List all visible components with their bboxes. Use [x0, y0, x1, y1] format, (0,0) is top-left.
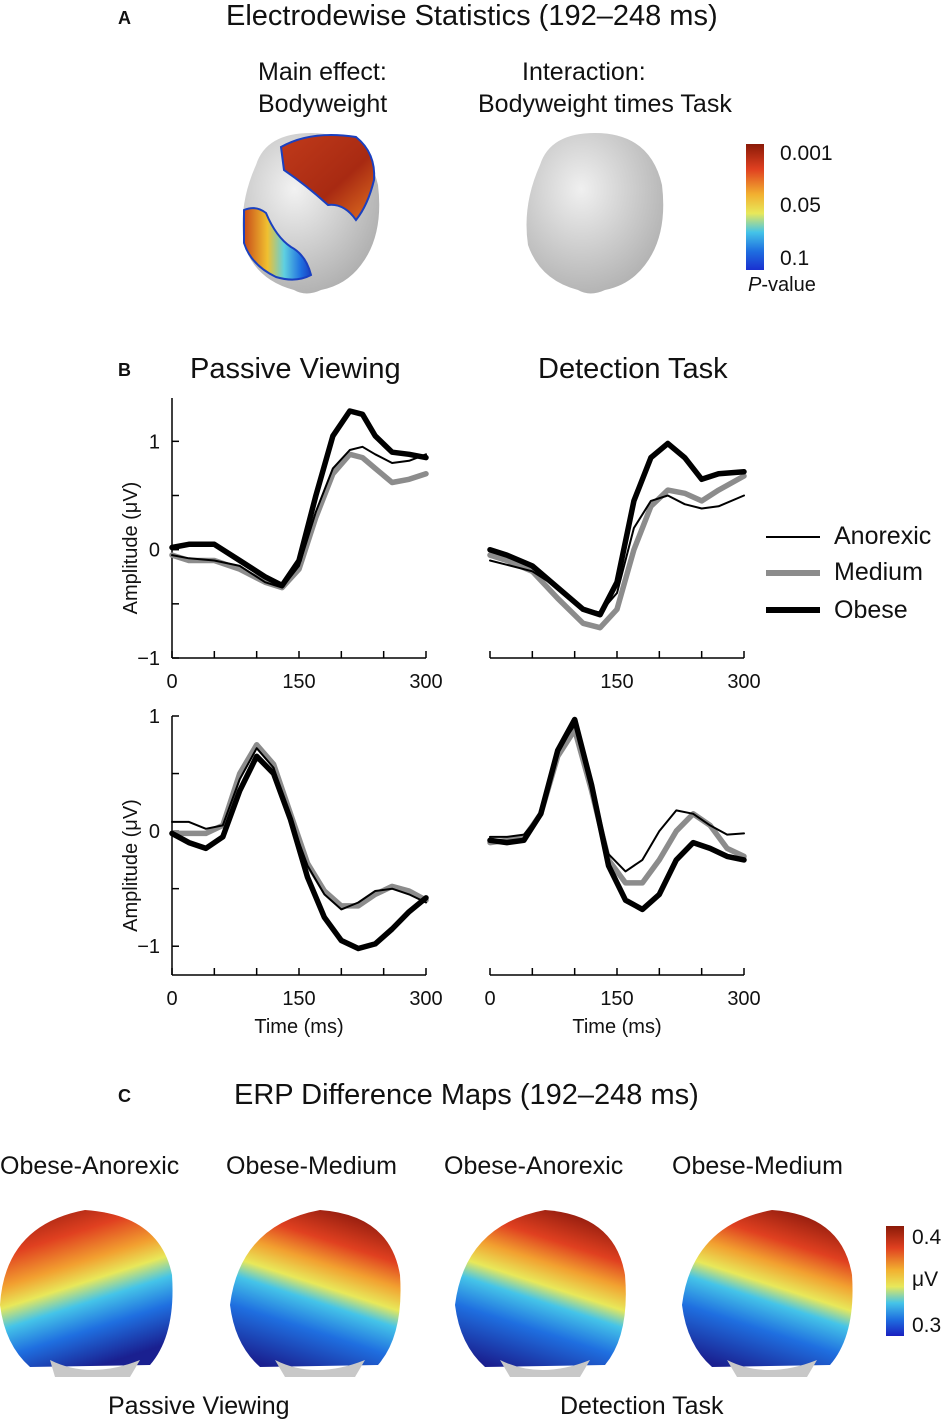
head-map-main-effect: [242, 133, 380, 294]
erp-plot-1: 0 150 300 −1 0 1 Amplitude (μV): [120, 398, 443, 693]
pvalue-tick-bottom: 0.1: [780, 247, 810, 270]
x-tick-label: 300: [727, 988, 760, 1010]
head-map-interaction: [526, 133, 664, 294]
col-title-detection: Detection Task: [538, 353, 728, 385]
x-tick-label: 300: [409, 671, 442, 693]
panel-a-title: Electrodewise Statistics (192–248 ms): [226, 0, 718, 32]
erp-plot-3: 0 150 300 −1 0 1 Amplitude (μV) Time (ms): [120, 706, 443, 1038]
x-axis-label: Time (ms): [572, 1016, 661, 1038]
map-label-4: Obese-Medium: [672, 1152, 843, 1180]
x-tick-label: 0: [484, 988, 495, 1010]
interaction-label-line2: Bodyweight times Task: [478, 90, 732, 118]
uv-tick-bottom: 0.3: [912, 1314, 942, 1337]
series-line-anorexic: [489, 494, 745, 614]
legend-label-obese: Obese: [834, 596, 908, 624]
x-tick-label: 150: [600, 988, 633, 1010]
series-line-anorexic: [171, 445, 427, 589]
y-tick-label: −1: [137, 648, 160, 670]
legend-label-medium: Medium: [834, 558, 923, 586]
legend-swatches: [766, 536, 820, 613]
pvalue-colorbar: [746, 144, 764, 270]
map-label-3: Obese-Anorexic: [444, 1152, 624, 1180]
uv-tick-mid: μV: [912, 1268, 939, 1291]
y-axis-label: Amplitude (μV): [120, 482, 142, 615]
diff-map-3: [455, 1210, 626, 1377]
diff-map-1: [0, 1210, 173, 1377]
main-effect-label-line2: Bodyweight: [258, 90, 388, 118]
map-label-2: Obese-Medium: [226, 1152, 397, 1180]
series-line-obese: [487, 716, 747, 913]
main-effect-label-line1: Main effect:: [258, 58, 387, 86]
head-shape: [526, 133, 664, 294]
y-tick-label: 1: [149, 706, 160, 728]
pvalue-tick-top: 0.001: [780, 142, 833, 165]
diff-map-2: [230, 1210, 401, 1377]
uv-colorbar: [886, 1226, 904, 1336]
legend-label-anorexic: Anorexic: [834, 522, 932, 550]
pvalue-tick-mid: 0.05: [780, 194, 821, 217]
panel-b-letter: B: [118, 360, 131, 380]
map-label-1: Obese-Anorexic: [0, 1152, 180, 1180]
panel-c-letter: C: [118, 1086, 131, 1106]
pvalue-label: P-value: [748, 274, 816, 296]
series-line-medium: [487, 473, 747, 631]
group-label-passive: Passive Viewing: [108, 1392, 290, 1420]
x-tick-label: 150: [282, 671, 315, 693]
x-tick-label: 150: [600, 671, 633, 693]
y-tick-label: −1: [137, 936, 160, 958]
x-tick-label: 300: [727, 671, 760, 693]
series-line-medium: [487, 727, 747, 886]
difference-maps: [0, 1210, 853, 1377]
y-tick-label: 0: [149, 821, 160, 843]
significant-region-side: [243, 207, 313, 281]
x-axis-label: Time (ms): [254, 1016, 343, 1038]
panel-c-title: ERP Difference Maps (192–248 ms): [234, 1079, 699, 1111]
significant-region-top: [279, 134, 376, 222]
group-label-detection: Detection Task: [560, 1392, 724, 1420]
diff-map-4: [682, 1210, 853, 1377]
x-tick-label: 0: [166, 671, 177, 693]
x-tick-label: 300: [409, 988, 442, 1010]
y-axis-label: Amplitude (μV): [120, 799, 142, 932]
series-line-obese: [487, 440, 747, 618]
erp-plot-4: 0 150 300 Time (ms): [484, 716, 761, 1038]
uv-tick-top: 0.4: [912, 1226, 942, 1249]
series-line-obese: [169, 753, 429, 952]
y-tick-label: 1: [149, 431, 160, 453]
erp-plot-2: 150 300: [487, 440, 761, 693]
series-line-medium: [169, 742, 429, 909]
col-title-passive: Passive Viewing: [190, 353, 401, 385]
series-line-medium: [169, 451, 429, 591]
series-line-obese: [169, 408, 429, 589]
x-tick-label: 150: [282, 988, 315, 1010]
y-tick-label: 0: [149, 540, 160, 562]
series-line-anorexic: [171, 747, 427, 911]
x-tick-label: 0: [166, 988, 177, 1010]
interaction-label-line1: Interaction:: [522, 58, 646, 86]
panel-a-letter: A: [118, 8, 131, 28]
